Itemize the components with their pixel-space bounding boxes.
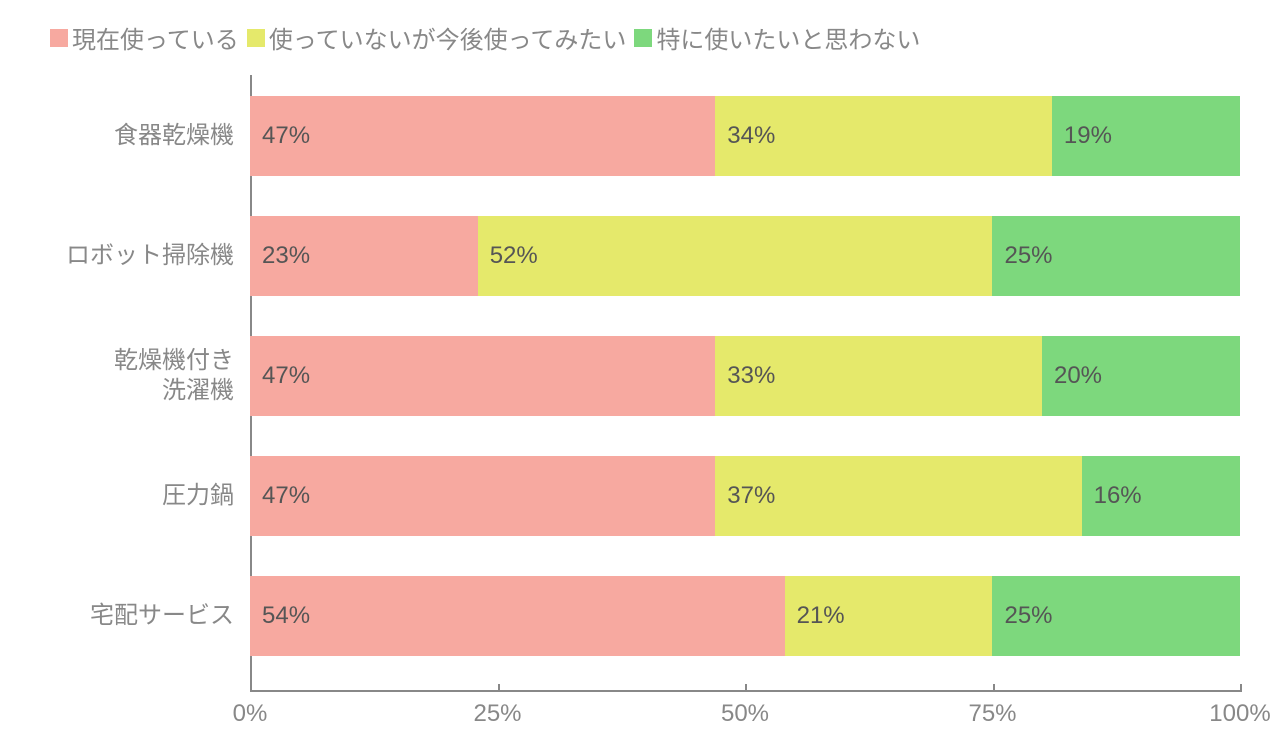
plot-area: 食器乾燥機47%34%19%ロボット掃除機23%52%25%乾燥機付き洗濯機47… — [40, 75, 1240, 730]
bar-segment: 19% — [1052, 96, 1240, 176]
category-label: 圧力鍋 — [40, 481, 250, 511]
x-tick — [745, 684, 747, 692]
category-label: ロボット掃除機 — [40, 241, 250, 271]
x-axis-line: 0%25%50%75%100% — [250, 690, 1240, 730]
bar-segment: 16% — [1082, 456, 1240, 536]
category-label: 宅配サービス — [40, 601, 250, 631]
legend-label: 特に使いたいと思わない — [656, 20, 920, 55]
legend-swatch-1 — [247, 29, 265, 47]
x-tick — [1240, 684, 1242, 692]
x-tick-label: 50% — [721, 700, 769, 728]
legend-swatch-0 — [50, 29, 68, 47]
x-axis: 0%25%50%75%100% — [40, 690, 1240, 730]
legend-item: 現在使っている — [50, 20, 239, 55]
bar-segment: 37% — [715, 456, 1081, 536]
bar-segment: 47% — [250, 96, 715, 176]
chart-row: 宅配サービス54%21%25% — [40, 570, 1240, 662]
x-tick-label: 75% — [968, 700, 1016, 728]
bar-segment: 23% — [250, 216, 478, 296]
chart-row: 圧力鍋47%37%16% — [40, 450, 1240, 542]
bar-segment: 47% — [250, 336, 715, 416]
bar-area: 47%33%20% — [250, 336, 1240, 416]
x-tick-label: 25% — [473, 700, 521, 728]
axis-spacer — [40, 690, 250, 730]
chart-row: 乾燥機付き洗濯機47%33%20% — [40, 330, 1240, 422]
bar-segment: 47% — [250, 456, 715, 536]
bar-segment: 25% — [992, 216, 1240, 296]
bar-segment: 34% — [715, 96, 1052, 176]
bar-area: 47%37%16% — [250, 456, 1240, 536]
bar-area: 23%52%25% — [250, 216, 1240, 296]
legend-label: 使っていないが今後使ってみたい — [269, 20, 627, 55]
x-tick-label: 100% — [1209, 700, 1270, 728]
legend-label: 現在使っている — [72, 20, 239, 55]
bar-segment: 21% — [785, 576, 993, 656]
bar-segment: 52% — [478, 216, 993, 296]
bar-segment: 25% — [992, 576, 1240, 656]
bar-segment: 54% — [250, 576, 785, 656]
legend-item: 使っていないが今後使ってみたい — [247, 20, 627, 55]
chart-rows: 食器乾燥機47%34%19%ロボット掃除機23%52%25%乾燥機付き洗濯機47… — [40, 75, 1240, 690]
bar-segment: 20% — [1042, 336, 1240, 416]
chart-row: ロボット掃除機23%52%25% — [40, 210, 1240, 302]
chart-legend: 現在使っている 使っていないが今後使ってみたい 特に使いたいと思わない — [40, 20, 1240, 55]
category-label: 乾燥機付き洗濯機 — [40, 346, 250, 406]
stacked-bar-chart: 現在使っている 使っていないが今後使ってみたい 特に使いたいと思わない 食器乾燥… — [40, 20, 1240, 730]
x-tick-label: 0% — [233, 700, 268, 728]
bar-segment: 33% — [715, 336, 1042, 416]
category-label: 食器乾燥機 — [40, 121, 250, 151]
legend-swatch-2 — [634, 29, 652, 47]
bar-area: 47%34%19% — [250, 96, 1240, 176]
x-tick — [498, 684, 500, 692]
x-tick — [250, 684, 252, 692]
bar-area: 54%21%25% — [250, 576, 1240, 656]
chart-row: 食器乾燥機47%34%19% — [40, 90, 1240, 182]
x-tick — [993, 684, 995, 692]
legend-item: 特に使いたいと思わない — [634, 20, 920, 55]
